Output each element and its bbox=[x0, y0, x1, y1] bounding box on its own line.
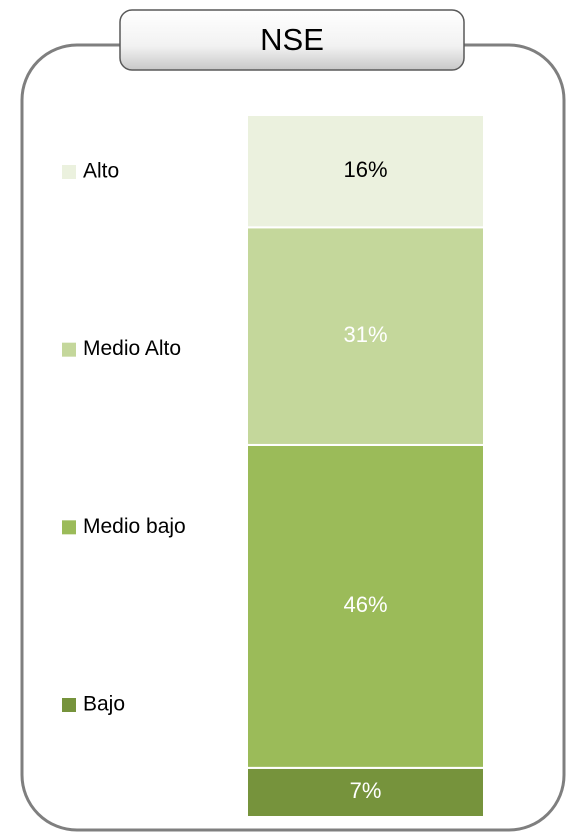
legend-label: Medio Alto bbox=[83, 337, 181, 360]
title-box bbox=[119, 9, 465, 71]
legend-swatch bbox=[62, 342, 76, 357]
chart-title: NSE bbox=[260, 22, 324, 57]
legend-swatch bbox=[62, 520, 76, 535]
legend-label: Alto bbox=[83, 160, 119, 183]
data-label: 46% bbox=[343, 592, 387, 617]
legend-label: Medio bajo bbox=[83, 515, 186, 538]
legend-swatch bbox=[62, 165, 76, 179]
data-label: 16% bbox=[343, 157, 387, 182]
bar-segment bbox=[246, 226, 485, 446]
bar-segment bbox=[246, 443, 485, 769]
legend-swatch bbox=[62, 698, 76, 712]
bar-segment bbox=[246, 114, 485, 229]
bar-segment bbox=[246, 766, 485, 818]
legend-label: Bajo bbox=[83, 693, 125, 716]
data-label: 7% bbox=[350, 778, 382, 803]
data-label: 31% bbox=[343, 322, 387, 347]
